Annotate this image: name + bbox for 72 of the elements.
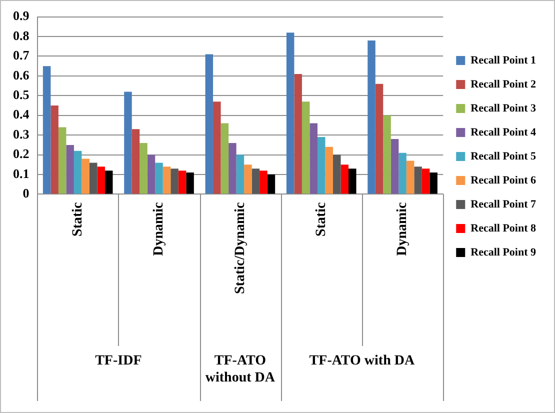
bar	[422, 168, 430, 194]
bar	[124, 92, 132, 194]
bar	[140, 142, 148, 194]
bar	[325, 146, 333, 194]
bar	[104, 170, 113, 194]
bar	[252, 168, 260, 194]
bar	[267, 174, 276, 194]
bar	[310, 123, 318, 194]
text: TF-ATO with DA	[309, 354, 416, 369]
legend-label: Recall Point 6	[470, 174, 536, 186]
bar	[186, 172, 194, 194]
bar	[66, 144, 74, 194]
legend-label: Recall Point 4	[470, 126, 536, 138]
y-tick-label: 0.6	[13, 67, 30, 82]
legend-label: Recall Point 7	[470, 198, 536, 210]
y-tick-label: 0.2	[13, 146, 30, 162]
legend-label: Recall Point 3	[470, 102, 536, 114]
bar	[260, 170, 268, 194]
legend-label: Recall Point 8	[470, 222, 536, 234]
bar	[178, 170, 186, 194]
bar	[294, 74, 302, 194]
bar	[398, 152, 406, 194]
bar	[74, 150, 82, 194]
bar	[244, 164, 252, 194]
x-tick-label: Dynamic	[395, 202, 410, 256]
bar	[406, 160, 414, 194]
bar	[332, 154, 341, 194]
legend-label: Recall Point 5	[470, 150, 536, 162]
text: TF-ATO without DA	[205, 354, 276, 386]
x-tick-label: Dynamic	[152, 202, 167, 256]
y-tick-label: 0.7	[13, 48, 30, 63]
bar	[82, 158, 90, 194]
bar	[155, 162, 163, 194]
bar	[430, 172, 438, 194]
bar	[220, 123, 229, 194]
bar	[170, 168, 178, 194]
y-tick-label: 0.9	[13, 8, 30, 24]
bar	[228, 142, 236, 194]
bar	[348, 168, 356, 194]
bar	[414, 166, 422, 194]
legend-label: Recall Point 2	[470, 78, 536, 90]
bar	[286, 32, 294, 194]
x-tick-label: Static	[314, 202, 329, 236]
bar	[213, 102, 221, 194]
y-tick-label: 0.1	[13, 166, 30, 181]
bar	[236, 154, 244, 194]
bar	[302, 102, 310, 194]
bar	[132, 129, 140, 194]
bar	[42, 66, 51, 194]
y-tick-label: 0.4	[13, 106, 30, 122]
bar	[205, 54, 214, 194]
text: TF-IDF	[95, 354, 142, 369]
bar	[340, 164, 349, 194]
bar	[383, 115, 391, 194]
bar	[375, 84, 384, 194]
x-tick-label: Static/Dynamic	[232, 202, 248, 294]
y-tick-label: 0.3	[13, 126, 30, 142]
bar	[162, 166, 171, 194]
legend-label: Recall Point 9	[470, 246, 536, 258]
bar	[97, 166, 105, 194]
bar	[147, 154, 156, 194]
legend-label: Recall Point 1	[470, 54, 536, 66]
bar	[368, 40, 376, 194]
bar	[50, 106, 58, 194]
y-tick-label: 0.5	[13, 87, 30, 102]
bar	[390, 139, 399, 194]
bar	[89, 162, 98, 194]
x-tick-label: Static	[70, 202, 86, 236]
bar	[317, 137, 326, 194]
y-tick-label: 0	[22, 186, 30, 201]
y-tick-label: 0.8	[13, 28, 30, 43]
bar	[58, 127, 66, 194]
